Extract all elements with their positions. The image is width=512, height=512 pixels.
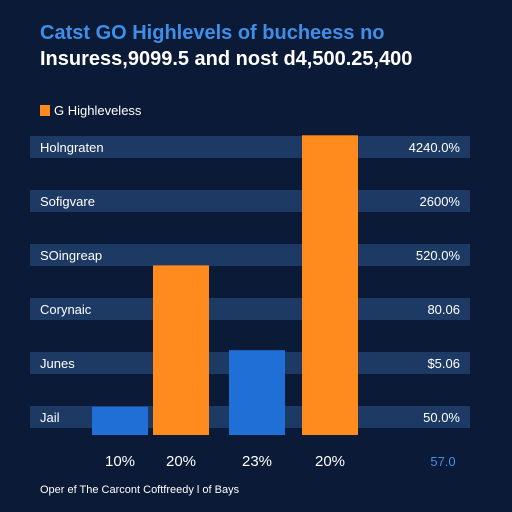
legend-label: G Highleveless — [54, 103, 142, 118]
chart-subtitle: Insuress,9099.5 and nost d4,500.25,400 — [40, 48, 413, 70]
row-value-3: 80.06 — [427, 302, 460, 317]
x-tick-label-2: 23% — [242, 453, 272, 470]
row-band-1 — [30, 190, 470, 212]
footnote: Oper ef The Carcont Coftfreedy l of Bays — [40, 484, 240, 496]
row-band-3 — [30, 298, 470, 320]
row-label-3: Corynaic — [40, 302, 92, 317]
row-value-4: $5.06 — [427, 356, 460, 371]
x-extra-label: 57.0 — [430, 454, 455, 469]
row-value-2: 520.0% — [416, 248, 461, 263]
x-tick-label-0: 10% — [105, 453, 135, 470]
chart-title: Catst GO Highlevels of bucheess no — [40, 22, 385, 44]
x-tick-label-3: 20% — [315, 453, 345, 470]
bar-0 — [92, 406, 148, 435]
legend: G Highleveless — [40, 103, 141, 118]
row-label-5: Jail — [40, 410, 60, 425]
bar-2 — [229, 350, 285, 435]
row-label-4: Junes — [40, 356, 75, 371]
row-value-5: 50.0% — [423, 410, 460, 425]
row-label-0: Holngraten — [40, 140, 104, 155]
row-band-2 — [30, 244, 470, 266]
legend-swatch-orange — [40, 105, 50, 116]
row-label-2: SOingreap — [40, 248, 102, 263]
row-band-0 — [30, 136, 470, 158]
row-value-1: 2600% — [420, 194, 461, 209]
x-tick-label-1: 20% — [166, 453, 196, 470]
bar-1 — [153, 265, 209, 435]
bar-3 — [302, 135, 358, 436]
row-value-0: 4240.0% — [409, 140, 461, 155]
row-label-1: Sofigvare — [40, 194, 95, 209]
